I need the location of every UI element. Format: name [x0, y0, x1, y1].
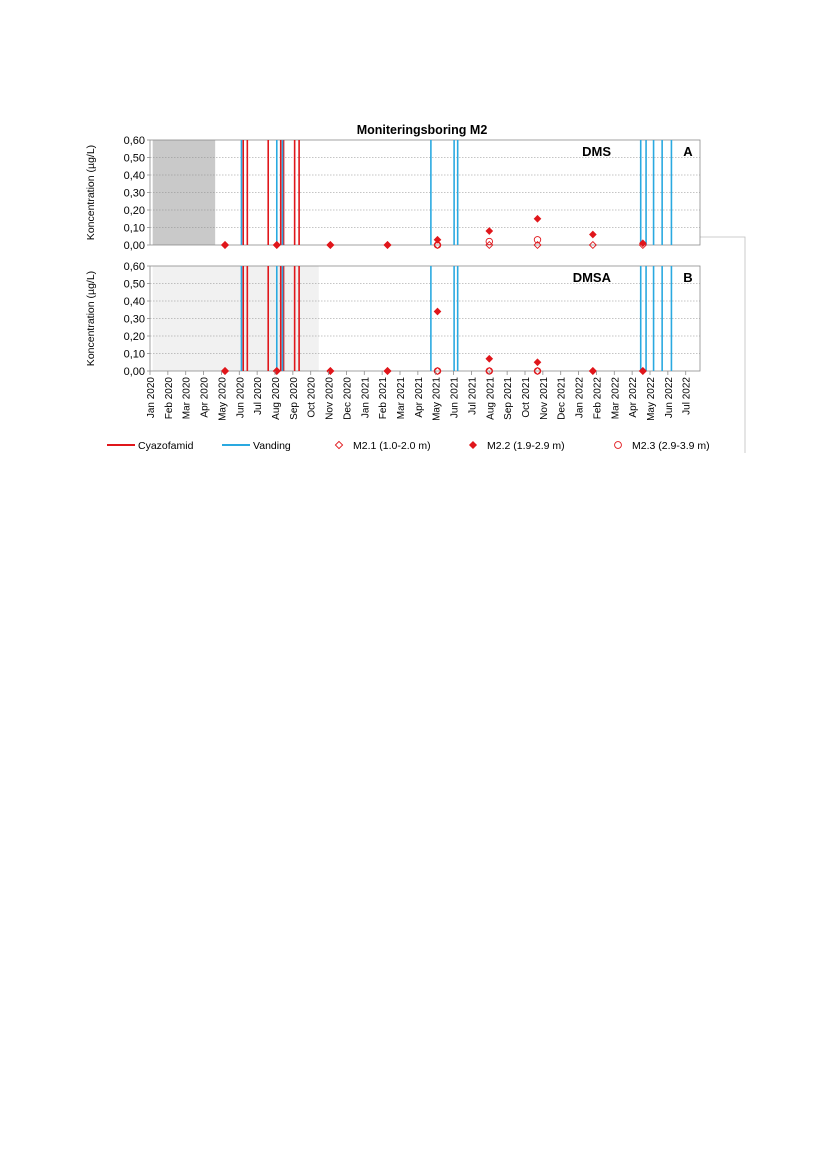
x-tick-label: Oct 2021: [521, 377, 532, 418]
panel-dmsa: 0,00 0,10 0,20 0,30 0,40 0,50 0,60 DMSA B Koncent…: [85, 261, 701, 378]
data-point-diamond-filled: [221, 367, 229, 375]
legend: Cyazofamid Vanding M2.1 (1.0-2.0 m) M2.2 (1…: [107, 440, 710, 452]
x-tick-label: Jan 2021: [360, 377, 371, 419]
x-tick-label: Jun 2021: [450, 377, 461, 419]
y-tick-label: 0,10: [124, 349, 145, 361]
chart-area-border: [700, 236, 746, 453]
data-point-diamond-filled: [485, 227, 494, 235]
y-axis-title: Koncentration (µg/L): [85, 145, 97, 240]
data-point-diamond-filled: [639, 367, 647, 375]
legend-item-label: M2.1 (1.0-2.0 m): [353, 440, 431, 452]
x-tick-label: Jun 2022: [664, 377, 675, 419]
data-point-diamond-filled: [383, 367, 392, 375]
x-tick-label: Apr 2021: [414, 377, 425, 418]
legend-swatch-marker: [468, 440, 478, 450]
legend-item-label: Cyazofamid: [138, 440, 194, 452]
x-tick-label: Feb 2022: [592, 377, 603, 420]
x-tick-label: Jun 2020: [235, 377, 246, 419]
x-tick-label: Feb 2021: [378, 377, 389, 420]
panel-letter: A: [683, 144, 693, 159]
plot-frame: [149, 265, 701, 372]
x-tick-label: May 2022: [646, 377, 657, 421]
x-tick-label: Mar 2021: [396, 377, 407, 420]
panel-label: DMSA: [573, 270, 612, 285]
legend-swatch-marker: [614, 441, 622, 449]
legend-item-label: Vanding: [253, 440, 291, 452]
x-tick-label: Jul 2021: [467, 377, 478, 415]
panel-letter: B: [683, 270, 692, 285]
x-tick-label: Sep 2020: [289, 377, 300, 420]
x-tick-label: Jan 2020: [146, 377, 157, 419]
data-point-circle-open: [433, 367, 442, 375]
legend-swatch-marker: [334, 440, 344, 450]
data-point-diamond-filled: [326, 241, 335, 249]
x-tick-label: Sep 2021: [503, 377, 514, 420]
data-point-circle-open: [533, 367, 542, 375]
y-tick-label: 0,50: [124, 279, 145, 291]
data-point-diamond-filled: [485, 354, 494, 363]
data-point-circle-open: [533, 236, 542, 244]
y-tick-label: 0,00: [124, 240, 145, 252]
y-tick-label: 0,20: [124, 331, 145, 343]
y-tick-label: 0,40: [124, 170, 145, 182]
plot-frame: [149, 139, 701, 246]
y-tick-label: 0,60: [124, 261, 145, 273]
x-tick-label: Nov 2020: [325, 377, 336, 420]
data-point-diamond-filled: [639, 239, 647, 248]
panel-label: DMS: [582, 144, 611, 159]
data-point-diamond-filled: [589, 367, 597, 375]
x-tick-label: Oct 2020: [307, 377, 318, 418]
x-tick-label: Apr 2022: [628, 377, 639, 418]
legend-item-label: M2.3 (2.9-3.9 m): [632, 440, 710, 452]
data-point-diamond-open: [533, 240, 542, 250]
x-tick-label: Aug 2020: [271, 377, 282, 420]
x-tick-label: Jan 2022: [575, 377, 586, 419]
x-tick-label: Aug 2021: [485, 377, 496, 420]
data-point-diamond-filled: [383, 241, 392, 249]
x-tick-label: Dec 2021: [557, 377, 568, 420]
x-tick-label: Feb 2020: [164, 377, 175, 420]
y-tick-label: 0,50: [124, 153, 145, 165]
data-point-diamond-filled: [326, 367, 335, 375]
y-tick-label: 0,10: [124, 223, 145, 235]
y-tick-label: 0,00: [124, 366, 145, 378]
y-tick-label: 0,20: [124, 205, 145, 217]
panel-dms: 0,00 0,10 0,20 0,30 0,40 0,50 0,60 DMS A Koncentr…: [85, 135, 701, 252]
x-tick-label: Apr 2020: [200, 377, 211, 418]
data-point-diamond-filled: [221, 241, 229, 249]
chart-svg: Moniteringsboring M2 0,00 0,10 0,20 0,30 0,4…: [85, 123, 746, 453]
data-point-circle-open: [485, 237, 493, 246]
x-tick-label: May 2020: [217, 377, 228, 421]
data-point-diamond-filled: [272, 367, 281, 375]
y-tick-label: 0,60: [124, 135, 145, 147]
data-point-circle-open: [433, 241, 442, 249]
x-tick-label: Dec 2020: [342, 377, 353, 420]
data-point-diamond-filled: [433, 235, 442, 244]
data-point-diamond-filled: [589, 230, 597, 239]
x-tick-label: Nov 2021: [539, 377, 550, 420]
data-point-diamond-filled: [272, 241, 281, 249]
chart-title: Moniteringsboring M2: [357, 123, 488, 137]
x-axis: Jan 2020 Feb 2020 Mar 2020 Apr 2020 May 2020…: [146, 371, 693, 421]
data-point-diamond-filled: [533, 358, 542, 367]
x-tick-label: Jul 2020: [253, 377, 264, 415]
data-point-diamond-open: [588, 240, 597, 250]
data-point-diamond-filled: [533, 214, 542, 223]
x-tick-label: Mar 2022: [610, 377, 621, 420]
y-tick-label: 0,30: [124, 314, 145, 326]
chart-figure: Moniteringsboring M2 0,00 0,10 0,20 0,30 0,4…: [0, 0, 827, 460]
x-tick-label: May 2021: [432, 377, 443, 421]
data-point-diamond-filled: [433, 307, 442, 316]
y-tick-label: 0,30: [124, 188, 145, 200]
y-axis-title: Koncentration (µg/L): [85, 271, 97, 366]
legend-item-label: M2.2 (1.9-2.9 m): [487, 440, 565, 452]
x-tick-label: Mar 2020: [182, 377, 193, 420]
y-tick-label: 0,40: [124, 296, 145, 308]
x-tick-label: Jul 2022: [682, 377, 693, 415]
